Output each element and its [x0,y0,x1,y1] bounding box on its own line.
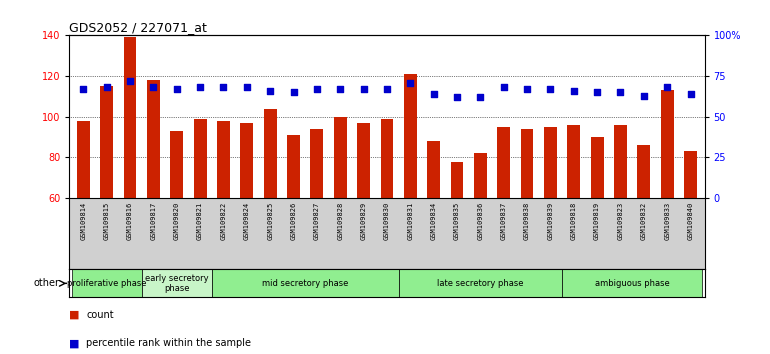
Bar [100,86,113,198]
Text: GSM109838: GSM109838 [524,202,530,240]
Bar [591,137,604,198]
Text: GSM109817: GSM109817 [150,202,156,240]
Text: GSM109831: GSM109831 [407,202,413,240]
Point [497,85,510,90]
Point [334,86,346,92]
Text: GSM109816: GSM109816 [127,202,133,240]
Text: percentile rank within the sample: percentile rank within the sample [86,338,251,348]
Bar [72,269,142,297]
Text: GSM109835: GSM109835 [454,202,460,240]
Point [194,85,206,90]
Bar [310,129,323,198]
Point [567,88,580,93]
Text: GSM109825: GSM109825 [267,202,273,240]
Point [241,85,253,90]
Text: GSM109815: GSM109815 [104,202,109,240]
Text: GSM109827: GSM109827 [314,202,320,240]
Bar [403,74,417,198]
Point [264,88,276,93]
Text: GSM109818: GSM109818 [571,202,577,240]
Text: GSM109840: GSM109840 [688,202,694,240]
Point [147,85,159,90]
Text: GSM109836: GSM109836 [477,202,484,240]
Text: late secretory phase: late secretory phase [437,279,524,288]
Bar [567,125,580,198]
Point [450,95,463,100]
Text: GSM109828: GSM109828 [337,202,343,240]
Point [77,86,89,92]
Text: GSM109822: GSM109822 [220,202,226,240]
Text: ■: ■ [69,310,80,320]
Bar [357,123,370,198]
Text: GSM109830: GSM109830 [384,202,390,240]
Text: GSM109832: GSM109832 [641,202,647,240]
Bar [380,119,393,198]
Text: GSM109829: GSM109829 [360,202,367,240]
Text: GSM109837: GSM109837 [500,202,507,240]
Bar [450,161,464,198]
Bar [212,269,399,297]
Text: ■: ■ [69,338,80,348]
Text: proliferative phase: proliferative phase [67,279,146,288]
Text: GSM109819: GSM109819 [594,202,600,240]
Bar [497,127,510,198]
Bar [194,119,206,198]
Bar [614,125,627,198]
Point [101,85,113,90]
Point [614,90,627,95]
Text: GDS2052 / 227071_at: GDS2052 / 227071_at [69,21,207,34]
Point [474,95,487,100]
Bar [170,131,183,198]
Text: early secretory
phase: early secretory phase [145,274,209,293]
Bar [240,123,253,198]
Point [427,91,440,97]
Text: GSM109820: GSM109820 [174,202,179,240]
Bar [562,269,702,297]
Point [124,78,136,84]
Bar [474,153,487,198]
Text: GSM109823: GSM109823 [618,202,624,240]
Point [404,80,417,85]
Point [357,86,370,92]
Point [544,86,557,92]
Text: mid secretory phase: mid secretory phase [262,279,348,288]
Text: ambiguous phase: ambiguous phase [594,279,670,288]
Bar [638,145,650,198]
Point [521,86,533,92]
Bar [124,38,136,198]
Bar [264,109,276,198]
Bar [544,127,557,198]
Text: GSM109826: GSM109826 [290,202,296,240]
Text: GSM109824: GSM109824 [244,202,249,240]
Text: GSM109839: GSM109839 [547,202,554,240]
Bar [684,152,697,198]
Bar [287,135,300,198]
Text: GSM109814: GSM109814 [80,202,86,240]
Text: GSM109834: GSM109834 [430,202,437,240]
Bar [333,117,347,198]
Point [661,85,673,90]
Text: other: other [34,278,60,289]
Point [287,90,300,95]
Point [171,86,183,92]
Bar [521,129,534,198]
Bar [217,121,230,198]
Point [638,93,650,98]
Point [591,90,603,95]
Bar [77,121,90,198]
Point [685,91,697,97]
Bar [427,141,440,198]
Text: GSM109821: GSM109821 [197,202,203,240]
Point [380,86,393,92]
Point [311,86,323,92]
Point [217,85,229,90]
Bar [399,269,562,297]
Bar [661,90,674,198]
Bar [142,269,212,297]
Bar [147,80,160,198]
Text: count: count [86,310,114,320]
Text: GSM109833: GSM109833 [665,202,670,240]
